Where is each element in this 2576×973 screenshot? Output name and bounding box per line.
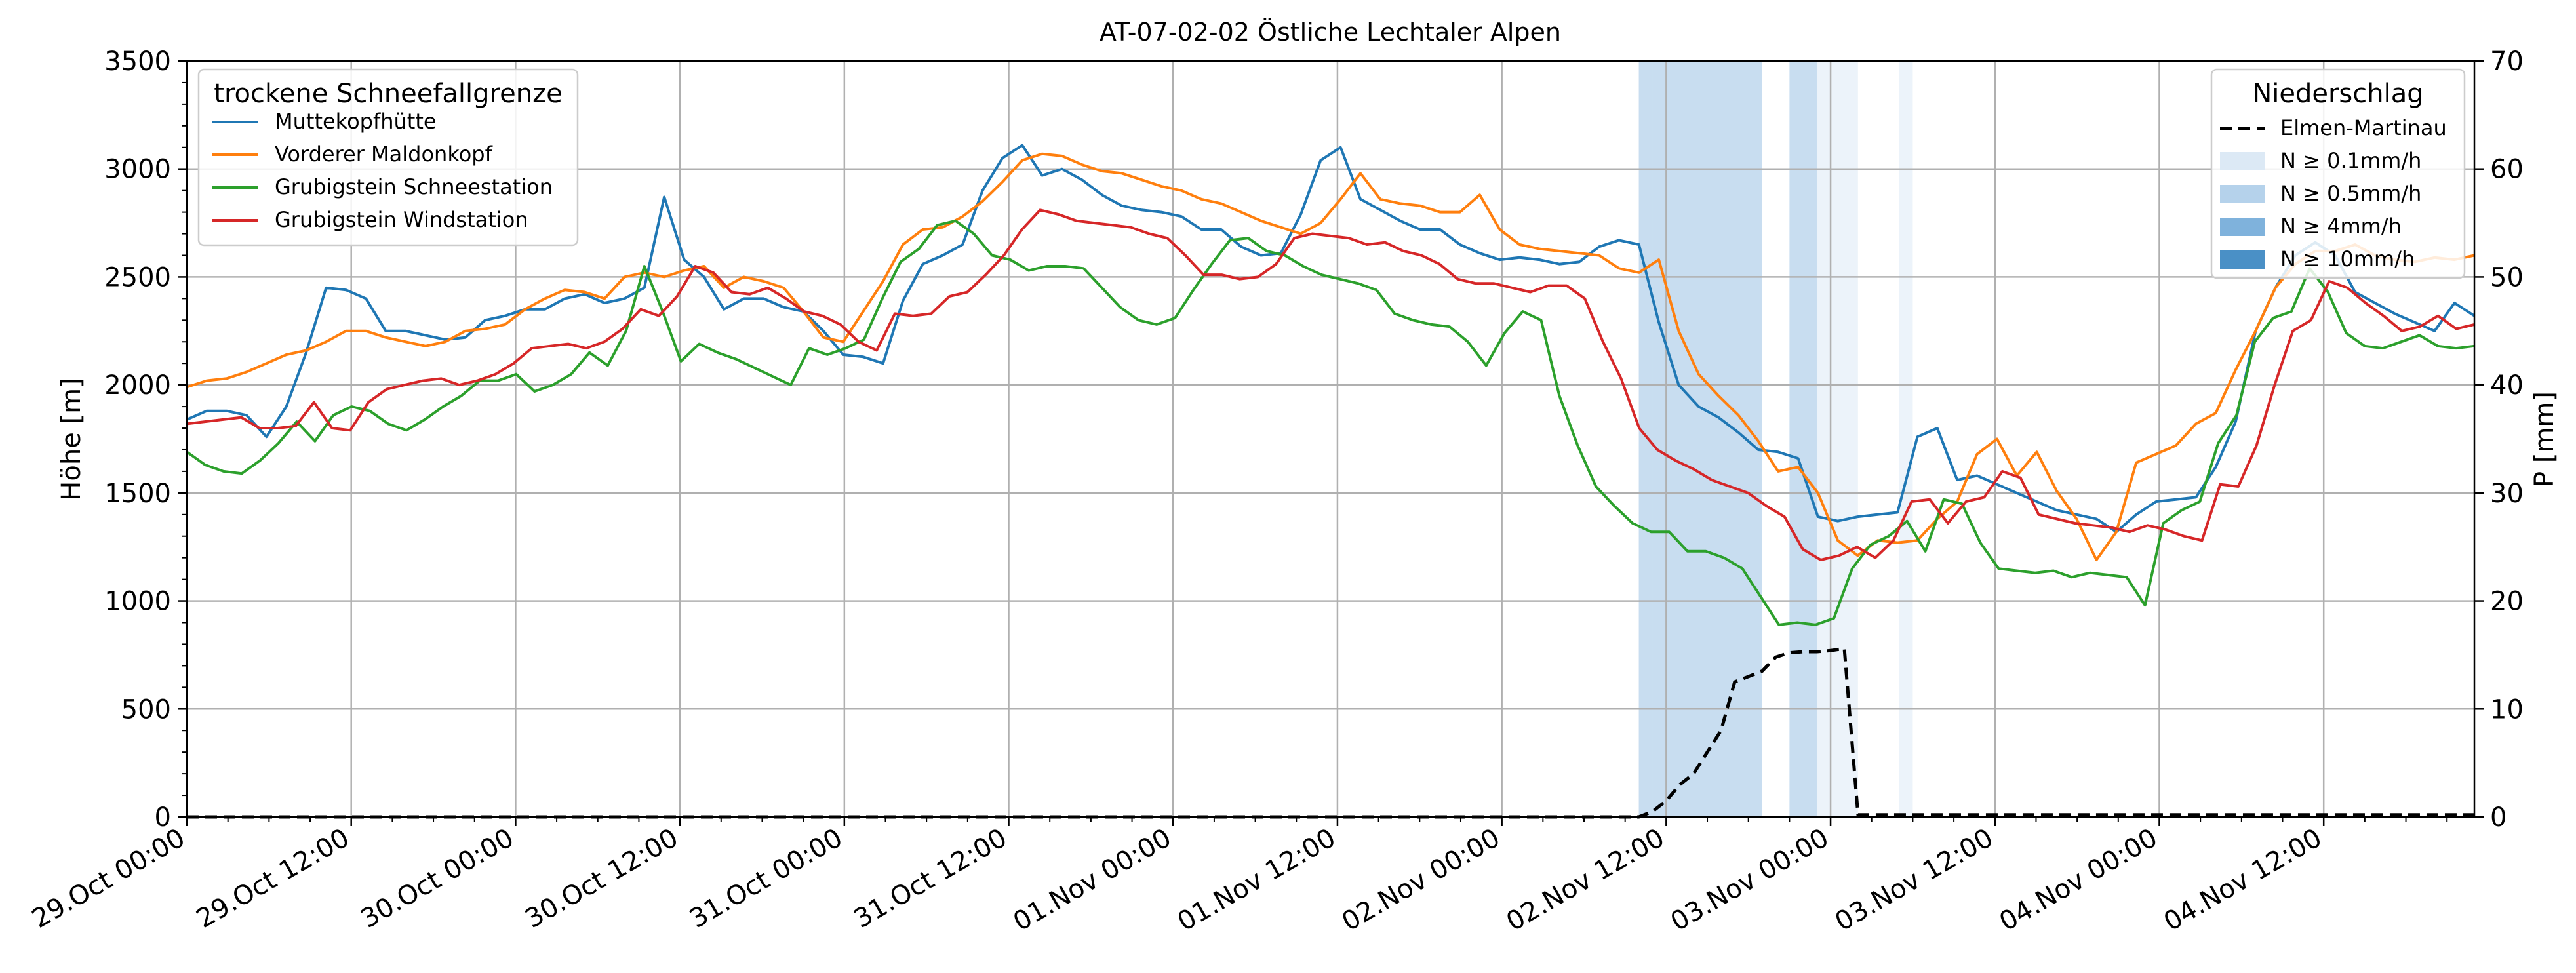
series-lines (186, 144, 2476, 819)
y-axis-label-right: P [mm] (2529, 391, 2560, 487)
precip-band (1899, 61, 1913, 817)
series-line-elmen-martinau (187, 646, 2474, 819)
legend-right-label: N ≥ 0.5mm/h (2280, 181, 2421, 206)
legend-right-swatch (2220, 250, 2265, 269)
precip-band (1817, 61, 1858, 817)
legend-left-items: Muttekopfhütte Vorderer Maldonkopf Grubigs… (212, 109, 553, 232)
y2-tick-label: 30 (2490, 479, 2524, 509)
legend-right-swatch (2220, 218, 2265, 236)
precip-band (1638, 61, 1653, 817)
y2-tick-label: 40 (2490, 370, 2524, 401)
legend-right-swatch (2220, 152, 2265, 170)
legend-right-label: N ≥ 10mm/h (2280, 247, 2415, 271)
y-axis-right: 0 10 20 30 40 50 60 70 (2474, 47, 2524, 833)
y-tick-label: 1500 (104, 479, 171, 509)
legend-right-title: Niederschlag (2252, 79, 2423, 109)
series-line-muttekopfh-tte (186, 144, 2476, 534)
series-line-grubigstein-schneestation (186, 219, 2475, 626)
series-line-vorderer-maldonkopf (186, 152, 2475, 561)
legend-right-box (2210, 68, 2466, 279)
y2-tick-label: 50 (2490, 262, 2524, 292)
y-tick-label: 1000 (104, 587, 171, 617)
legend-left: trockene Schneefallgrenze Muttekopfhütte… (197, 68, 579, 247)
legend-right: Niederschlag Elmen-Martinau N ≥ 0.1mm/h N … (2210, 68, 2466, 279)
y2-tick-label: 20 (2490, 587, 2524, 617)
legend-left-label: Grubigstein Schneestation (275, 174, 553, 199)
precip-band (1652, 61, 1762, 817)
y-axis-left: 0 500 1000 1500 2000 2500 3000 3500 (104, 47, 187, 833)
legend-left-label: Muttekopfhütte (275, 109, 437, 134)
series-line-grubigstein-windstation (186, 208, 2475, 561)
y-tick-label: 0 (155, 803, 171, 833)
y-axis-label: Höhe [m] (56, 378, 87, 500)
legend-right-label: Elmen-Martinau (2280, 115, 2447, 140)
plot-frame (186, 60, 2476, 818)
legend-left-box (197, 68, 579, 247)
precip-band (1789, 61, 1817, 817)
chart-title: AT-07-02-02 Östliche Lechtaler Alpen (1100, 18, 1561, 47)
legend-right-items: Elmen-Martinau N ≥ 0.1mm/h N ≥ 0.5mm/h N ≥ … (2220, 115, 2447, 271)
legend-left-label: Grubigstein Windstation (275, 207, 528, 232)
legend-left-title: trockene Schneefallgrenze (214, 79, 562, 109)
y-tick-label: 2000 (104, 370, 171, 401)
y2-tick-label: 70 (2490, 47, 2524, 77)
precip-bands (1638, 61, 1913, 817)
y2-tick-label: 10 (2490, 694, 2524, 725)
y-tick-label: 3500 (104, 47, 171, 77)
y2-tick-label: 60 (2490, 155, 2524, 185)
y2-tick-label: 0 (2490, 803, 2507, 833)
y-tick-label: 3000 (104, 155, 171, 185)
legend-right-label: N ≥ 4mm/h (2280, 214, 2402, 239)
legend-left-label: Vorderer Maldonkopf (275, 142, 493, 167)
legend-right-label: N ≥ 0.1mm/h (2280, 148, 2421, 173)
y-tick-label: 500 (121, 694, 171, 725)
y-tick-label: 2500 (104, 262, 171, 292)
legend-right-swatch (2220, 185, 2265, 203)
